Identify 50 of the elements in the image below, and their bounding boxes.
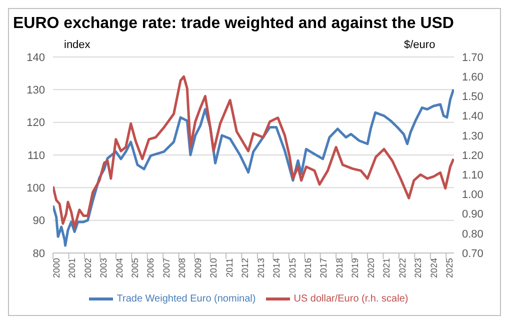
y2-axis-title: $/euro — [404, 39, 436, 51]
x-tick-label: 2013 — [256, 258, 266, 278]
x-tick-label: 2020 — [366, 258, 376, 278]
x-tick-label: 2021 — [382, 258, 392, 278]
x-tick-label: 2023 — [413, 258, 424, 278]
y-tick-label: 120 — [26, 117, 45, 130]
x-tick-label: 2016 — [303, 258, 313, 278]
y-axis-title: index — [64, 39, 90, 51]
x-tick-label: 2009 — [192, 258, 203, 278]
y-tick-label: 100 — [26, 182, 45, 195]
x-tick-label: 2017 — [318, 258, 329, 278]
y-tick-label: 140 — [26, 52, 45, 64]
y2-tick-label: 0.70 — [462, 248, 484, 260]
y-tick-label: 110 — [27, 150, 45, 162]
y2-tick-label: 1.60 — [462, 72, 484, 84]
x-tick-label: 2011 — [224, 258, 234, 278]
x-tick-label: 2014 — [272, 258, 282, 278]
y2-tick-label: 1.10 — [462, 170, 484, 182]
x-tick-label: 2008 — [177, 258, 188, 278]
y2-tick-label: 1.40 — [462, 110, 484, 123]
x-tick-label: 2005 — [130, 258, 140, 278]
y-tick-label: 80 — [32, 248, 45, 260]
x-tick-label: 2024 — [428, 258, 439, 278]
y2-tick-label: 1.30 — [462, 130, 484, 142]
chart-title: EURO exchange rate: trade weighted and against the USD — [12, 14, 455, 34]
y2-tick-label: 0.90 — [462, 208, 484, 221]
y2-tick-label: 1.50 — [462, 91, 484, 104]
y2-tick-label: 1.20 — [462, 150, 484, 162]
line-series — [53, 75, 454, 229]
x-tick-label: 2001 — [67, 258, 78, 278]
x-tick-label: 2003 — [98, 258, 109, 278]
x-tick-label: 2006 — [146, 258, 156, 278]
x-tick-label: 2010 — [208, 258, 219, 278]
x-tick-label: 2022 — [397, 258, 408, 278]
y-tick-label: 90 — [32, 215, 45, 228]
x-tick-label: 2004 — [114, 258, 124, 278]
x-tick-label: 2025 — [444, 258, 455, 278]
x-tick-label: 2018 — [334, 258, 344, 278]
y2-tick-label: 1.70 — [462, 52, 484, 64]
x-tick-label: 2007 — [161, 258, 172, 278]
y2-tick-label: 0.80 — [462, 228, 484, 240]
x-tick-label: 2015 — [287, 258, 298, 278]
legend-label: Trade Weighted Euro (nominal) — [116, 294, 256, 305]
y-tick-label: 130 — [26, 84, 45, 97]
y2-tick-label: 1.00 — [462, 189, 484, 202]
legend-label: US dollar/Euro (r.h. scale) — [294, 294, 408, 305]
x-tick-label: 2019 — [350, 258, 360, 278]
x-tick-label: 2000 — [51, 258, 62, 278]
x-tick-label: 2002 — [82, 258, 93, 278]
x-tick-label: 2012 — [240, 258, 250, 278]
